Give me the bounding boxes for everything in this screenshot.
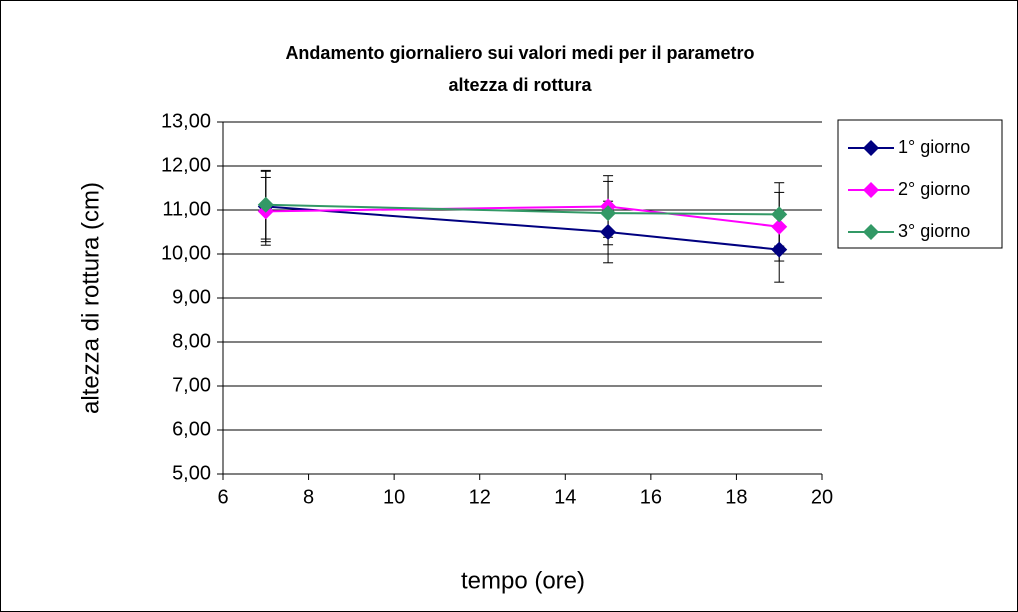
x-tick-label: 6: [217, 486, 228, 508]
point-marker: [257, 196, 274, 213]
y-tick-label: 5,00: [172, 462, 211, 484]
legend-marker: [863, 182, 879, 198]
y-tick-label: 9,00: [172, 286, 211, 308]
y-tick-label: 8,00: [172, 330, 211, 352]
legend-marker: [863, 140, 879, 156]
x-tick-label: 18: [725, 486, 747, 508]
y-tick-label: 11,00: [162, 198, 211, 220]
y-tick-label: 13,00: [161, 110, 211, 132]
point-marker: [771, 206, 788, 223]
x-tick-label: 20: [811, 486, 833, 508]
point-marker: [600, 205, 617, 222]
legend-label: 1° giorno: [898, 137, 970, 157]
x-tick-label: 14: [554, 486, 576, 508]
chart-title: Andamento giornaliero sui valori medi pe…: [285, 43, 754, 63]
x-tick-label: 10: [383, 486, 405, 508]
chart-title: altezza di rottura: [448, 75, 592, 95]
point-marker: [600, 224, 617, 240]
y-axis-label: altezza di rottura (cm): [77, 182, 104, 414]
legend-box: [837, 119, 1003, 249]
point-marker: [771, 241, 788, 258]
legend-marker: [863, 224, 879, 240]
x-axis-label: tempo (ore): [461, 567, 585, 594]
point-marker: [771, 218, 788, 235]
y-tick-label: 10,00: [161, 242, 211, 264]
x-tick-label: 8: [303, 486, 314, 508]
x-tick-label: 16: [640, 486, 662, 508]
y-tick-label: 12,00: [161, 154, 211, 176]
legend-label: 3° giorno: [898, 221, 970, 241]
y-tick-label: 6,00: [172, 418, 211, 440]
legend-label: 2° giorno: [898, 179, 970, 199]
y-tick-label: 7,00: [172, 374, 211, 396]
x-tick-label: 12: [469, 486, 491, 508]
